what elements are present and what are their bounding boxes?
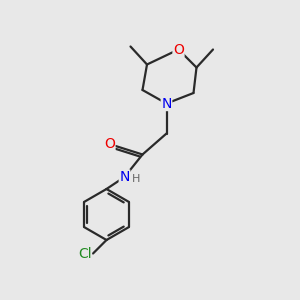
Text: N: N <box>161 97 172 110</box>
Text: O: O <box>173 43 184 56</box>
Text: O: O <box>104 137 115 151</box>
Text: Cl: Cl <box>78 247 92 261</box>
Text: H: H <box>132 173 140 184</box>
Text: N: N <box>119 170 130 184</box>
